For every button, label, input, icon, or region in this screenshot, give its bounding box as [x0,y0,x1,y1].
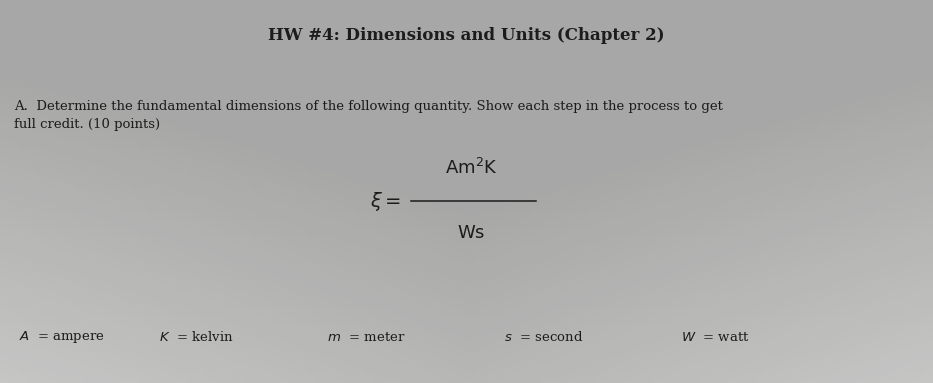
Text: $\mathrm{Ws}$: $\mathrm{Ws}$ [457,224,485,242]
Text: $\mathit{K}$  = kelvin: $\mathit{K}$ = kelvin [159,330,233,344]
Text: $\mathrm{Am^{2}K}$: $\mathrm{Am^{2}K}$ [445,158,497,178]
Text: HW #4: Dimensions and Units (Chapter 2): HW #4: Dimensions and Units (Chapter 2) [268,27,665,44]
Text: $\mathit{A}$  = ampere: $\mathit{A}$ = ampere [19,329,104,345]
Text: $\mathit{m}$  = meter: $\mathit{m}$ = meter [327,331,405,344]
Text: A.  Determine the fundamental dimensions of the following quantity. Show each st: A. Determine the fundamental dimensions … [14,100,723,131]
Text: $\mathit{s}$  = second: $\mathit{s}$ = second [504,330,583,344]
Text: $\mathit{W}$  = watt: $\mathit{W}$ = watt [681,331,749,344]
Text: $\xi =$: $\xi =$ [370,190,401,213]
